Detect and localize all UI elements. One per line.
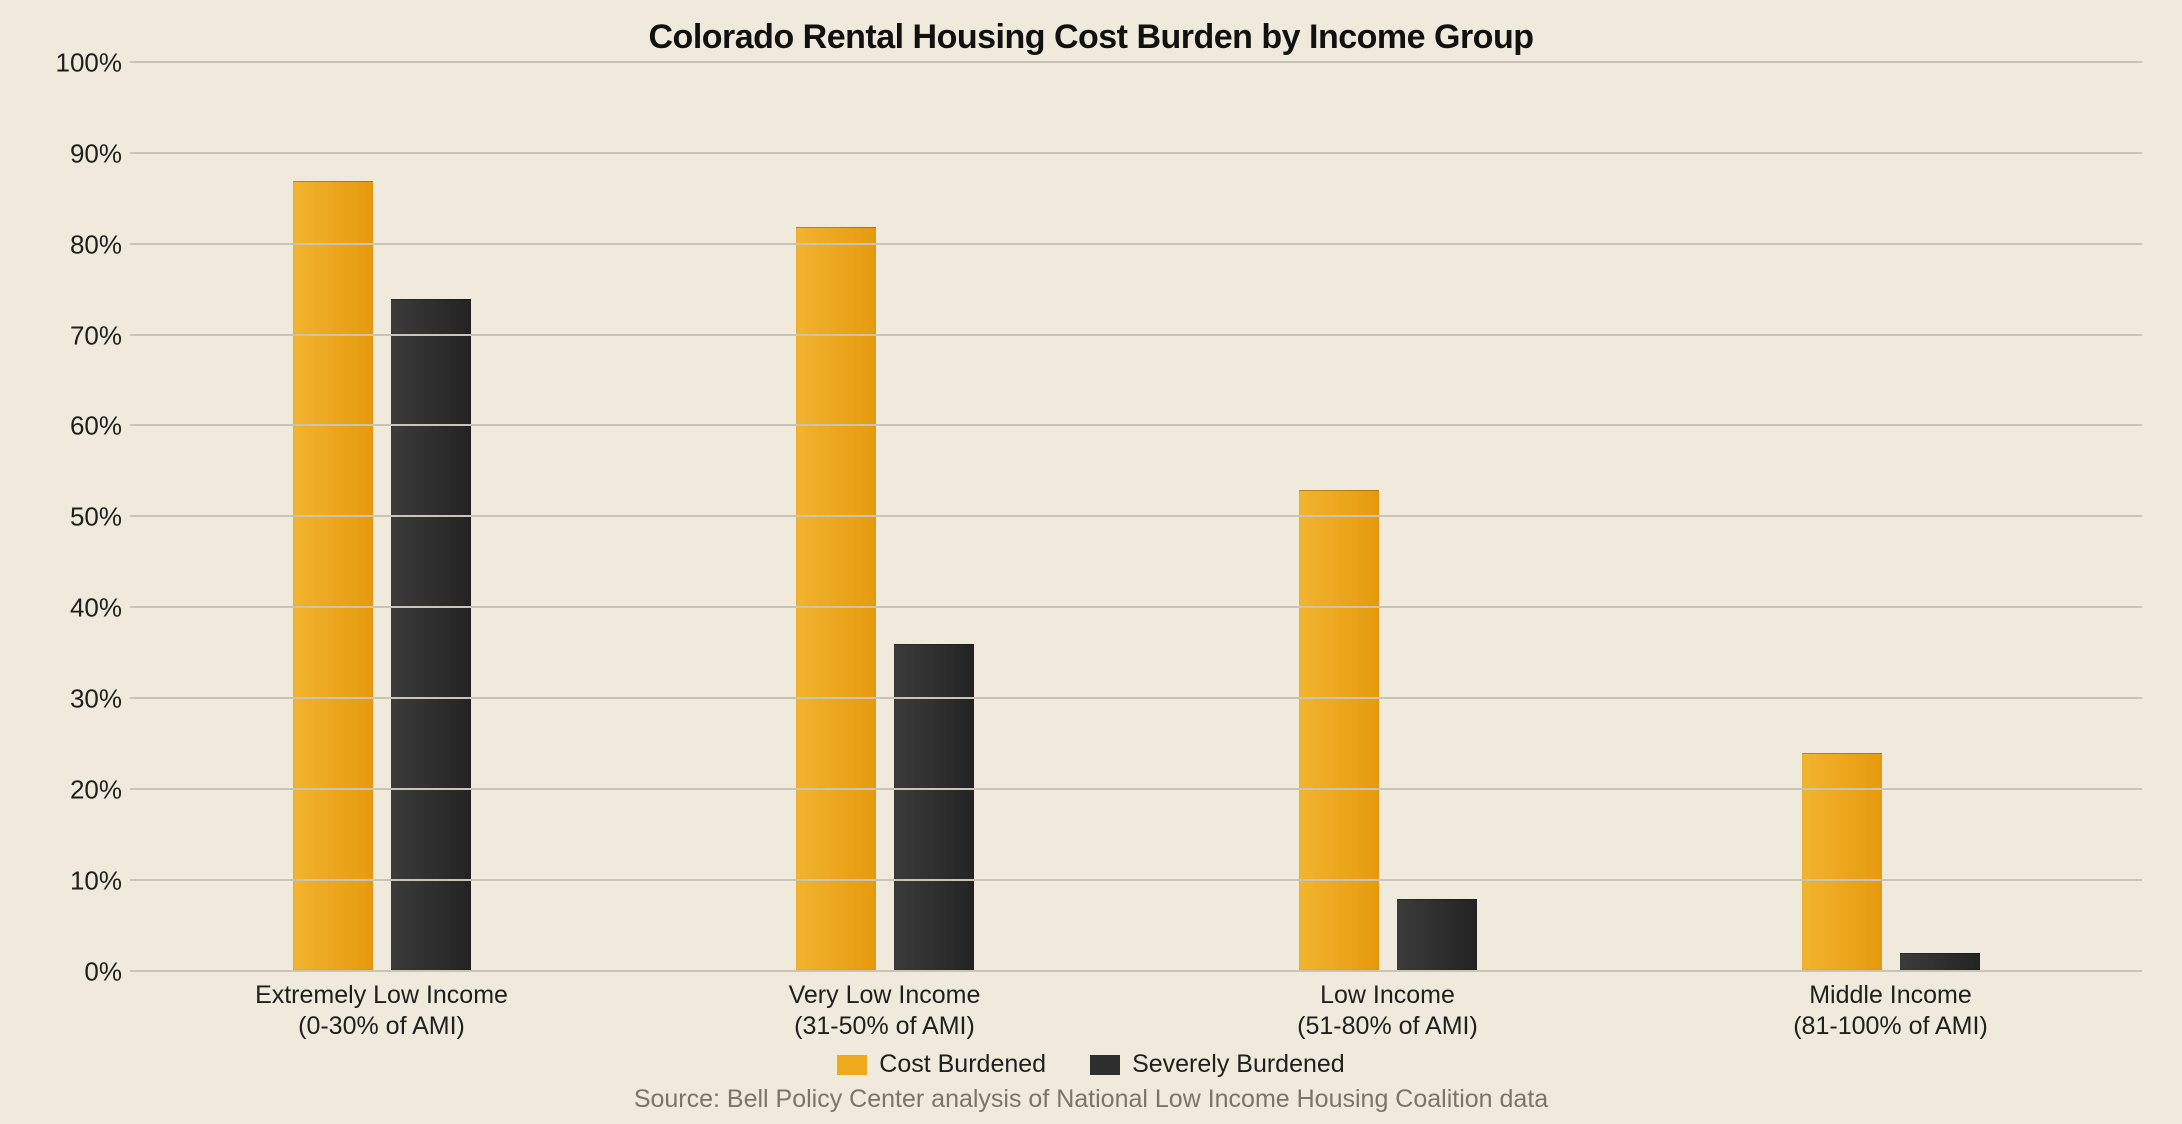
x-label: Low Income(51-80% of AMI)	[1136, 980, 1639, 1043]
x-label: Middle Income(81-100% of AMI)	[1639, 980, 2142, 1043]
gridline	[130, 606, 2142, 608]
plot-area: 0%10%20%30%40%50%60%70%80%90%100%	[40, 63, 2142, 972]
x-label: Very Low Income(31-50% of AMI)	[633, 980, 1136, 1043]
y-tick-label: 90%	[70, 138, 122, 169]
chart-title: Colorado Rental Housing Cost Burden by I…	[40, 18, 2142, 57]
y-tick-label: 50%	[70, 502, 122, 533]
legend-swatch	[1090, 1055, 1120, 1075]
x-label: Extremely Low Income(0-30% of AMI)	[130, 980, 633, 1043]
y-tick-label: 80%	[70, 229, 122, 260]
bar-cost_burdened	[1299, 490, 1379, 972]
bar-group	[1802, 63, 1980, 972]
gridline	[130, 970, 2142, 972]
gridline	[130, 424, 2142, 426]
source-caption: Source: Bell Policy Center analysis of N…	[40, 1085, 2142, 1114]
bar-cost_burdened	[1802, 753, 1882, 971]
x-axis-labels: Extremely Low Income(0-30% of AMI)Very L…	[130, 980, 2142, 1043]
bar-group-row	[130, 63, 2142, 972]
bar-group	[796, 63, 974, 972]
bar-cost_burdened	[796, 227, 876, 972]
y-tick-label: 10%	[70, 865, 122, 896]
legend-swatch	[837, 1055, 867, 1075]
y-tick-label: 100%	[56, 48, 123, 79]
y-tick-label: 20%	[70, 774, 122, 805]
gridline	[130, 334, 2142, 336]
legend-label: Cost Burdened	[879, 1050, 1046, 1079]
gridline	[130, 61, 2142, 63]
bar-group	[1299, 63, 1477, 972]
y-tick-label: 70%	[70, 320, 122, 351]
gridline	[130, 515, 2142, 517]
legend-item-severely_burdened: Severely Burdened	[1090, 1050, 1345, 1079]
legend-label: Severely Burdened	[1132, 1050, 1345, 1079]
gridline	[130, 152, 2142, 154]
bar-severely_burdened	[391, 299, 471, 971]
bar-severely_burdened	[1397, 899, 1477, 972]
legend: Cost Burdened Severely Burdened	[40, 1050, 2142, 1079]
chart-container: Colorado Rental Housing Cost Burden by I…	[0, 0, 2182, 1124]
gridline	[130, 243, 2142, 245]
gridline	[130, 697, 2142, 699]
bar-group	[293, 63, 471, 972]
gridline	[130, 879, 2142, 881]
gridline	[130, 788, 2142, 790]
plot-grid	[130, 63, 2142, 972]
y-axis: 0%10%20%30%40%50%60%70%80%90%100%	[40, 63, 130, 972]
y-tick-label: 60%	[70, 411, 122, 442]
legend-item-cost_burdened: Cost Burdened	[837, 1050, 1046, 1079]
bar-severely_burdened	[894, 644, 974, 971]
y-tick-label: 0%	[84, 956, 122, 987]
y-tick-label: 30%	[70, 683, 122, 714]
y-tick-label: 40%	[70, 593, 122, 624]
bar-cost_burdened	[293, 181, 373, 971]
